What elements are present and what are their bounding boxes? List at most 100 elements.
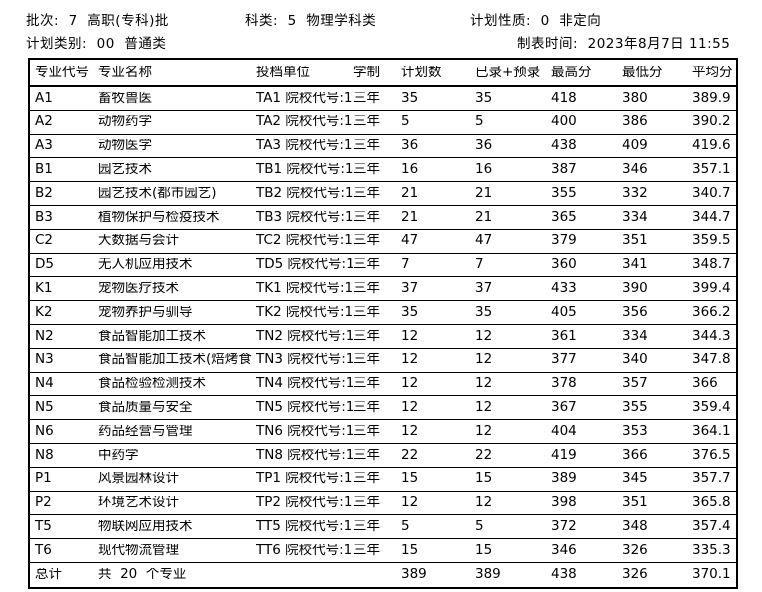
table-row: A3 动物医学 TA3 院校代号:1 三年 36 36 438 409 419.6 — [30, 135, 736, 159]
header-plan-count: 计划数 — [401, 65, 442, 80]
table-cell: 药品经营与管理 — [98, 424, 193, 439]
table-cell: N4 — [35, 377, 54, 391]
table-cell: 21 — [475, 210, 493, 225]
table-cell: 12 — [475, 401, 493, 415]
table-cell: 12 — [475, 329, 493, 344]
table-cell: 21 — [475, 186, 493, 201]
header-avg-score: 平均分 — [692, 65, 733, 80]
table-cell: 园艺技术(都市园艺) — [98, 186, 217, 201]
table-cell: 12 — [401, 353, 419, 367]
table-cell: 398 — [551, 496, 577, 510]
table-cell: 326 — [622, 568, 648, 582]
table-cell: 16 — [475, 163, 493, 177]
table-cell: 12 — [401, 424, 419, 439]
table-cell: 399.4 — [692, 282, 731, 296]
header-filing-unit: 投档单位 — [256, 65, 310, 80]
table-cell: 378 — [551, 377, 577, 391]
table-cell: 15 — [475, 543, 493, 558]
table-cell: 389 — [551, 472, 577, 486]
table-cell: 351 — [622, 496, 648, 510]
table-cell: TN6 院校代号:1 — [256, 424, 353, 439]
table-cell: 356 — [622, 305, 648, 320]
table-cell: 宠物医疗技术 — [98, 282, 179, 296]
table-cell: TK1 院校代号:1 — [256, 282, 353, 296]
header-schooling-length: 学制 — [353, 65, 380, 80]
table-cell: 现代物流管理 — [98, 543, 179, 558]
admission-scores-table: 专业代号 专业名称 投档单位 学制 计划数 已录+预录 最高分 最低分 平均分 … — [28, 58, 738, 589]
table-cell: 389.9 — [692, 91, 731, 106]
table-cell: K1 — [35, 282, 53, 296]
table-cell: B2 — [35, 186, 53, 201]
table-cell: 动物药学 — [98, 115, 152, 129]
table-cell: 三年 — [353, 91, 380, 106]
table-cell: 畜牧兽医 — [98, 91, 152, 106]
table-cell: 367 — [551, 401, 577, 415]
table-header-row: 专业代号 专业名称 投档单位 学制 计划数 已录+预录 最高分 最低分 平均分 — [30, 60, 736, 87]
table-cell: 359.4 — [692, 401, 731, 415]
table-cell: TT5 院校代号:1 — [256, 519, 353, 534]
table-cell: 12 — [401, 401, 419, 415]
table-cell: 三年 — [353, 448, 380, 463]
table-cell: 346 — [622, 163, 648, 177]
table-cell: 5 — [401, 115, 410, 129]
table-row: B2 园艺技术(都市园艺) TB2 院校代号:1 三年 21 21 355 332 340.7 — [30, 182, 736, 206]
table-cell: N2 — [35, 329, 54, 344]
table-row: D5 无人机应用技术 TD5 院校代号:1 三年 7 7 360 341 348.7 — [30, 254, 736, 278]
table-cell: 418 — [551, 91, 577, 106]
table-cell: 食品智能加工技术(焙烤食 — [98, 353, 252, 367]
table-cell: 总计 — [35, 568, 62, 582]
table-cell: 风景园林设计 — [98, 472, 179, 486]
table-cell: 15 — [475, 472, 493, 486]
table-cell: 389 — [475, 568, 501, 582]
table-row: N6 药品经营与管理 TN6 院校代号:1 三年 12 12 404 353 364.1 — [30, 420, 736, 444]
table-cell: 357 — [622, 377, 648, 391]
table-row: N4 食品检验检测技术 TN4 院校代号:1 三年 12 12 378 357 366 — [30, 373, 736, 397]
table-cell: TD5 院校代号:1 — [256, 258, 353, 272]
table-cell: P2 — [35, 496, 52, 510]
table-cell: 三年 — [353, 377, 380, 391]
table-cell: 三年 — [353, 543, 380, 558]
table-cell: P1 — [35, 472, 52, 486]
table-cell: 380 — [622, 91, 648, 106]
table-cell: 22 — [475, 448, 493, 463]
table-cell: 47 — [475, 234, 493, 248]
table-row: B1 园艺技术 TB1 院校代号:1 三年 16 16 387 346 357.1 — [30, 158, 736, 183]
table-cell: 360 — [551, 258, 577, 272]
table-cell: 15 — [401, 472, 419, 486]
table-cell: 438 — [551, 139, 577, 153]
table-cell: B1 — [35, 163, 53, 177]
table-row: C2 大数据与会计 TC2 院校代号:1 三年 47 47 379 351 359.5 — [30, 230, 736, 254]
table-cell: 348 — [622, 519, 648, 534]
table-cell: C2 — [35, 234, 54, 248]
table-cell: 357.7 — [692, 472, 731, 486]
table-row: T5 物联网应用技术 TT5 院校代号:1 三年 5 5 372 348 357.4 — [30, 515, 736, 540]
header-major-code: 专业代号 — [35, 65, 89, 80]
table-cell: 335.3 — [692, 543, 731, 558]
table-cell: T5 — [35, 519, 52, 534]
table-cell: 351 — [622, 234, 648, 248]
table-row: P1 风景园林设计 TP1 院校代号:1 三年 15 15 389 345 357.7 — [30, 468, 736, 492]
table-cell: 345 — [622, 472, 648, 486]
table-cell: 环境艺术设计 — [98, 496, 179, 510]
table-cell: 16 — [401, 163, 419, 177]
table-row: N3 食品智能加工技术(焙烤食 TN3 院校代号:1 三年 12 12 377 340 347.… — [30, 349, 736, 373]
table-cell: 宠物养护与驯导 — [98, 305, 193, 320]
table-cell: 三年 — [353, 163, 380, 177]
table-cell: 376.5 — [692, 448, 731, 463]
table-cell: TA3 院校代号:1 — [256, 139, 353, 153]
table-cell: 344.3 — [692, 329, 731, 344]
table-cell: A3 — [35, 139, 53, 153]
batch-field: 批次: 7 高职(专科)批 — [26, 13, 169, 29]
table-cell: 三年 — [353, 424, 380, 439]
table-cell: 419.6 — [692, 139, 731, 153]
table-cell: 355 — [551, 186, 577, 201]
table-cell: 36 — [475, 139, 493, 153]
table-cell: TB2 院校代号:1 — [256, 186, 353, 201]
table-row: N8 中药学 TN8 院校代号:1 三年 22 22 419 366 376.5 — [30, 444, 736, 468]
table-cell: 12 — [475, 353, 493, 367]
table-cell: B3 — [35, 210, 53, 225]
table-cell: 三年 — [353, 210, 380, 225]
table-cell: 食品检验检测技术 — [98, 377, 206, 391]
header-major-name: 专业名称 — [98, 65, 152, 80]
table-cell: 409 — [622, 139, 648, 153]
